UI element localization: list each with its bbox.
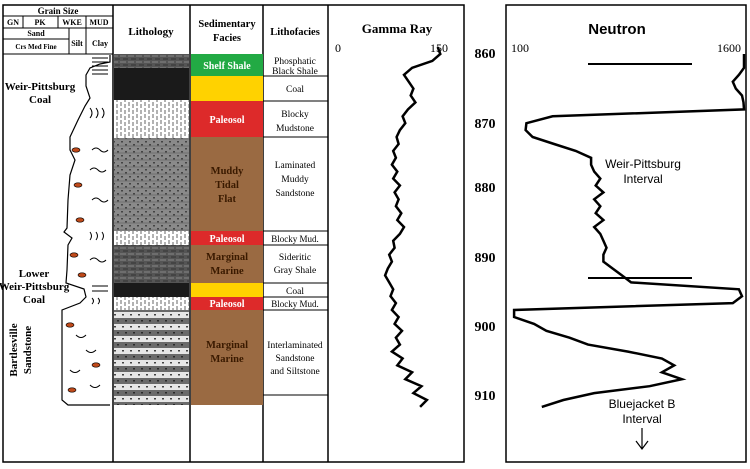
depth-label: 910 [475,389,496,404]
facies-label-marine-2: Marine [210,354,244,365]
facies-label-tidal: Tidal [215,180,239,191]
grain-code-mud: MUD [89,18,108,27]
lower-weir-label-3: Coal [23,294,45,306]
lithofacies-black-shale: Black Shale [272,67,318,77]
lithofacies-header: Lithofacies [270,27,320,38]
gamma-ray-curve [383,46,442,408]
facies-label-marine-1: Marine [210,266,244,277]
neutron-panel-frame [505,4,747,463]
lithofacies-and-siltstone: and Siltstone [270,367,319,377]
lithofacies-coal-2: Coal [286,287,304,297]
grain-size-title: Grain Size [38,6,79,16]
grain-code-wke: WKE [62,18,82,27]
depth-label: 860 [475,47,496,62]
weir-interval-label-2: Interval [623,172,662,186]
depth-label: 870 [475,117,496,132]
siderite-nodules [65,147,101,393]
facies-column: Shelf Shale Paleosol Muddy Tidal Flat Pa… [191,54,263,405]
facies-header-line2: Facies [213,33,241,44]
facies-label-marginal-1: Marginal [206,252,248,263]
lithofacies-sideritic: Sideritic [279,253,311,263]
lithofacies-coal: Coal [286,85,304,95]
facies-block-marginal-marine [191,245,263,283]
root-symbols [89,107,105,305]
lower-weir-label-1: Lower [19,268,50,280]
depth-axis: 860 870 880 890 900 910 [475,47,496,404]
neutron-curve [512,54,746,409]
neutron-axis-max: 1600 [717,41,741,55]
facies-block-muddy-tidal-flat [191,137,263,231]
facies-label-marginal-2: Marginal [206,340,248,351]
lithofacies-phosphatic: Phosphatic [274,57,316,67]
lithofacies-blocky-mud: Blocky Mud. [271,234,319,244]
weir-coal-label-1: Weir-Pittsburg [5,81,76,93]
grain-sand-sub: Crs Med Fine [15,43,56,51]
depth-label: 890 [475,251,496,266]
facies-block-coal [191,76,263,101]
facies-label-shelf-shale: Shelf Shale [203,61,251,72]
weir-coal-label-2: Coal [29,94,51,106]
facies-block-paleosol [191,101,263,137]
bartlesville-label-1: Bartlesville [8,323,20,376]
depth-label: 880 [475,181,496,196]
grain-size-header: Grain Size GN PK WKE MUD Sand Crs Med Fi… [2,4,114,55]
facies-label-muddy: Muddy [211,166,244,177]
left-panel-frame [2,4,465,463]
clay-laminae [92,57,108,292]
lithology-header: Lithology [128,26,174,38]
facies-block-marginal-marine-2 [191,310,263,405]
facies-block-shelf-shale [191,54,263,76]
down-arrow-icon [635,428,649,450]
lithofacies-column: Phosphatic Black Shale Coal Blocky Mudst… [263,57,328,396]
grain-silt: Silt [71,39,83,48]
grain-clay: Clay [92,39,108,48]
lower-weir-label-2: Weir-Pittsburg [0,281,70,293]
bluejacket-label-2: Interval [622,412,661,426]
facies-label-paleosol-2: Paleosol [210,234,245,245]
bartlesville-label-2: Sandstone [22,326,34,374]
facies-label-paleosol: Paleosol [210,115,245,126]
lithofacies-sandstone-2: Sandstone [275,354,314,364]
facies-label-flat: Flat [218,194,237,205]
gamma-header: Gamma Ray [362,21,433,36]
lithofacies-sandstone: Sandstone [275,189,314,199]
ripple-symbols [69,147,109,388]
depth-label: 900 [475,320,496,335]
facies-block-paleosol-3 [191,297,263,310]
facies-block-paleosol-2 [191,231,263,245]
facies-block-coal-2 [191,283,263,297]
grain-code-gn: GN [7,18,19,27]
grain-size-profile [61,55,111,406]
grain-sand-label: Sand [27,29,45,38]
gamma-axis-min: 0 [335,41,341,55]
lithofacies-blocky-mud-2: Blocky Mud. [271,299,319,309]
neutron-axis-min: 100 [511,41,529,55]
lithofacies-laminated: Laminated [275,161,316,171]
lithofacies-gray-shale: Gray Shale [274,266,316,276]
lithology-column [114,54,189,405]
weir-interval-label-1: Weir-Pittsburg [605,157,681,171]
lithofacies-blocky: Blocky [281,110,309,120]
facies-label-paleosol-3: Paleosol [210,299,245,310]
bluejacket-label-1: Bluejacket B [609,397,676,411]
lithofacies-mudstone: Mudstone [276,124,314,134]
lithofacies-interlaminated: Interlaminated [267,341,323,351]
facies-header-line1: Sedimentary [198,19,256,30]
grain-code-pk: PK [34,18,46,27]
neutron-header: Neutron [588,21,646,38]
lithofacies-muddy: Muddy [281,175,309,185]
